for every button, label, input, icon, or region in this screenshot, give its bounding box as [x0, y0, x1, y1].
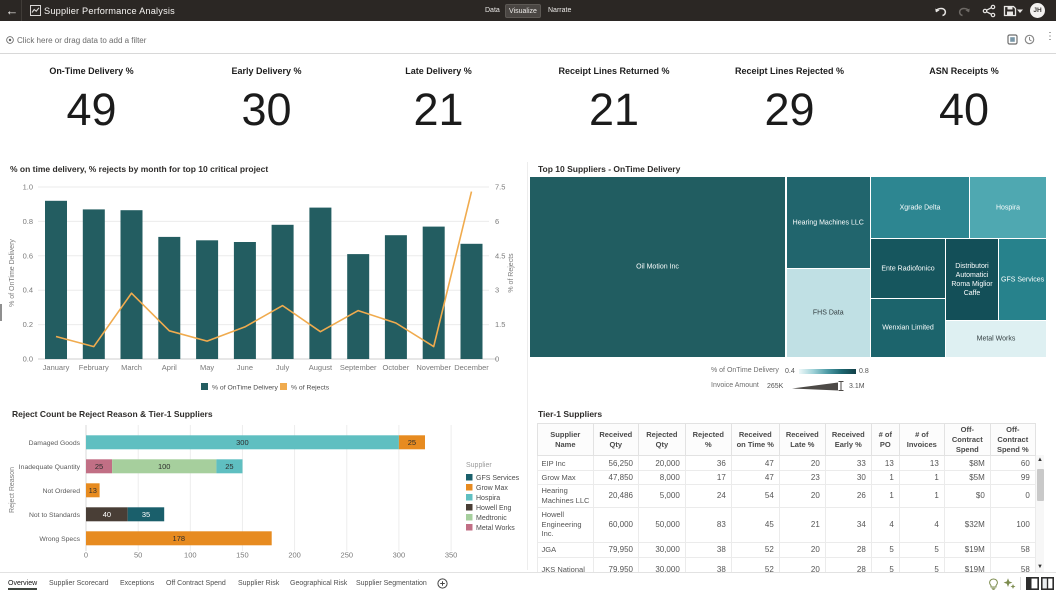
svg-text:6: 6	[495, 217, 499, 226]
svg-text:December: December	[454, 363, 489, 372]
svg-text:0: 0	[495, 355, 499, 364]
svg-text:% of OnTime Delivery: % of OnTime Delivery	[212, 385, 278, 392]
svg-text:200: 200	[288, 551, 301, 560]
svg-text:1.5: 1.5	[495, 320, 505, 329]
svg-text:Hospira: Hospira	[476, 495, 500, 502]
svg-text:0: 0	[84, 551, 88, 560]
svg-text:November: November	[416, 363, 451, 372]
svg-text:July: July	[276, 363, 290, 372]
svg-text:150: 150	[236, 551, 249, 560]
svg-text:300: 300	[236, 438, 249, 447]
svg-text:% of OnTime Delivery: % of OnTime Delivery	[9, 239, 16, 307]
svg-text:Damaged Goods: Damaged Goods	[29, 440, 81, 447]
svg-text:Supplier: Supplier	[466, 462, 492, 469]
svg-text:0.2: 0.2	[23, 320, 33, 329]
svg-text:3: 3	[495, 286, 499, 295]
svg-text:35: 35	[142, 510, 150, 519]
svg-text:4.5: 4.5	[495, 251, 505, 260]
svg-text:25: 25	[408, 438, 416, 447]
svg-text:0.4: 0.4	[23, 286, 33, 295]
svg-text:40: 40	[103, 510, 111, 519]
svg-text:0.0: 0.0	[23, 355, 33, 364]
svg-text:Metal Works: Metal Works	[476, 525, 515, 532]
svg-text:Howell Eng: Howell Eng	[476, 505, 512, 512]
svg-text:300: 300	[393, 551, 406, 560]
svg-text:178: 178	[173, 534, 186, 543]
svg-text:13: 13	[89, 486, 97, 495]
svg-text:50: 50	[134, 551, 142, 560]
svg-text:25: 25	[225, 462, 233, 471]
svg-text:October: October	[383, 363, 410, 372]
svg-text:100: 100	[184, 551, 197, 560]
svg-text:100: 100	[158, 462, 171, 471]
svg-text:0.6: 0.6	[23, 251, 33, 260]
svg-text:May: May	[200, 363, 214, 372]
svg-text:Grow Max: Grow Max	[476, 485, 508, 492]
svg-text:February: February	[79, 363, 109, 372]
svg-text:April: April	[162, 363, 177, 372]
svg-text:25: 25	[95, 462, 103, 471]
svg-text:August: August	[309, 363, 333, 372]
svg-text:GFS Services: GFS Services	[476, 475, 520, 482]
svg-text:7.5: 7.5	[495, 183, 505, 192]
svg-text:250: 250	[341, 551, 354, 560]
svg-text:350: 350	[445, 551, 458, 560]
svg-text:Inadequate Quantity: Inadequate Quantity	[19, 464, 81, 471]
svg-text:September: September	[340, 363, 377, 372]
svg-text:% of Rejects: % of Rejects	[508, 253, 515, 293]
svg-text:% of Rejects: % of Rejects	[291, 385, 330, 392]
svg-text:Medtronic: Medtronic	[476, 515, 507, 522]
svg-text:Wrong Specs: Wrong Specs	[39, 536, 80, 543]
svg-text:Not Ordered: Not Ordered	[43, 488, 81, 495]
svg-text:0.8: 0.8	[23, 217, 33, 226]
svg-text:January: January	[43, 363, 70, 372]
svg-text:March: March	[121, 363, 142, 372]
svg-text:June: June	[237, 363, 253, 372]
svg-text:Not to Standards: Not to Standards	[29, 512, 81, 519]
svg-text:Reject Reason: Reject Reason	[9, 467, 16, 513]
svg-text:1.0: 1.0	[23, 183, 33, 192]
